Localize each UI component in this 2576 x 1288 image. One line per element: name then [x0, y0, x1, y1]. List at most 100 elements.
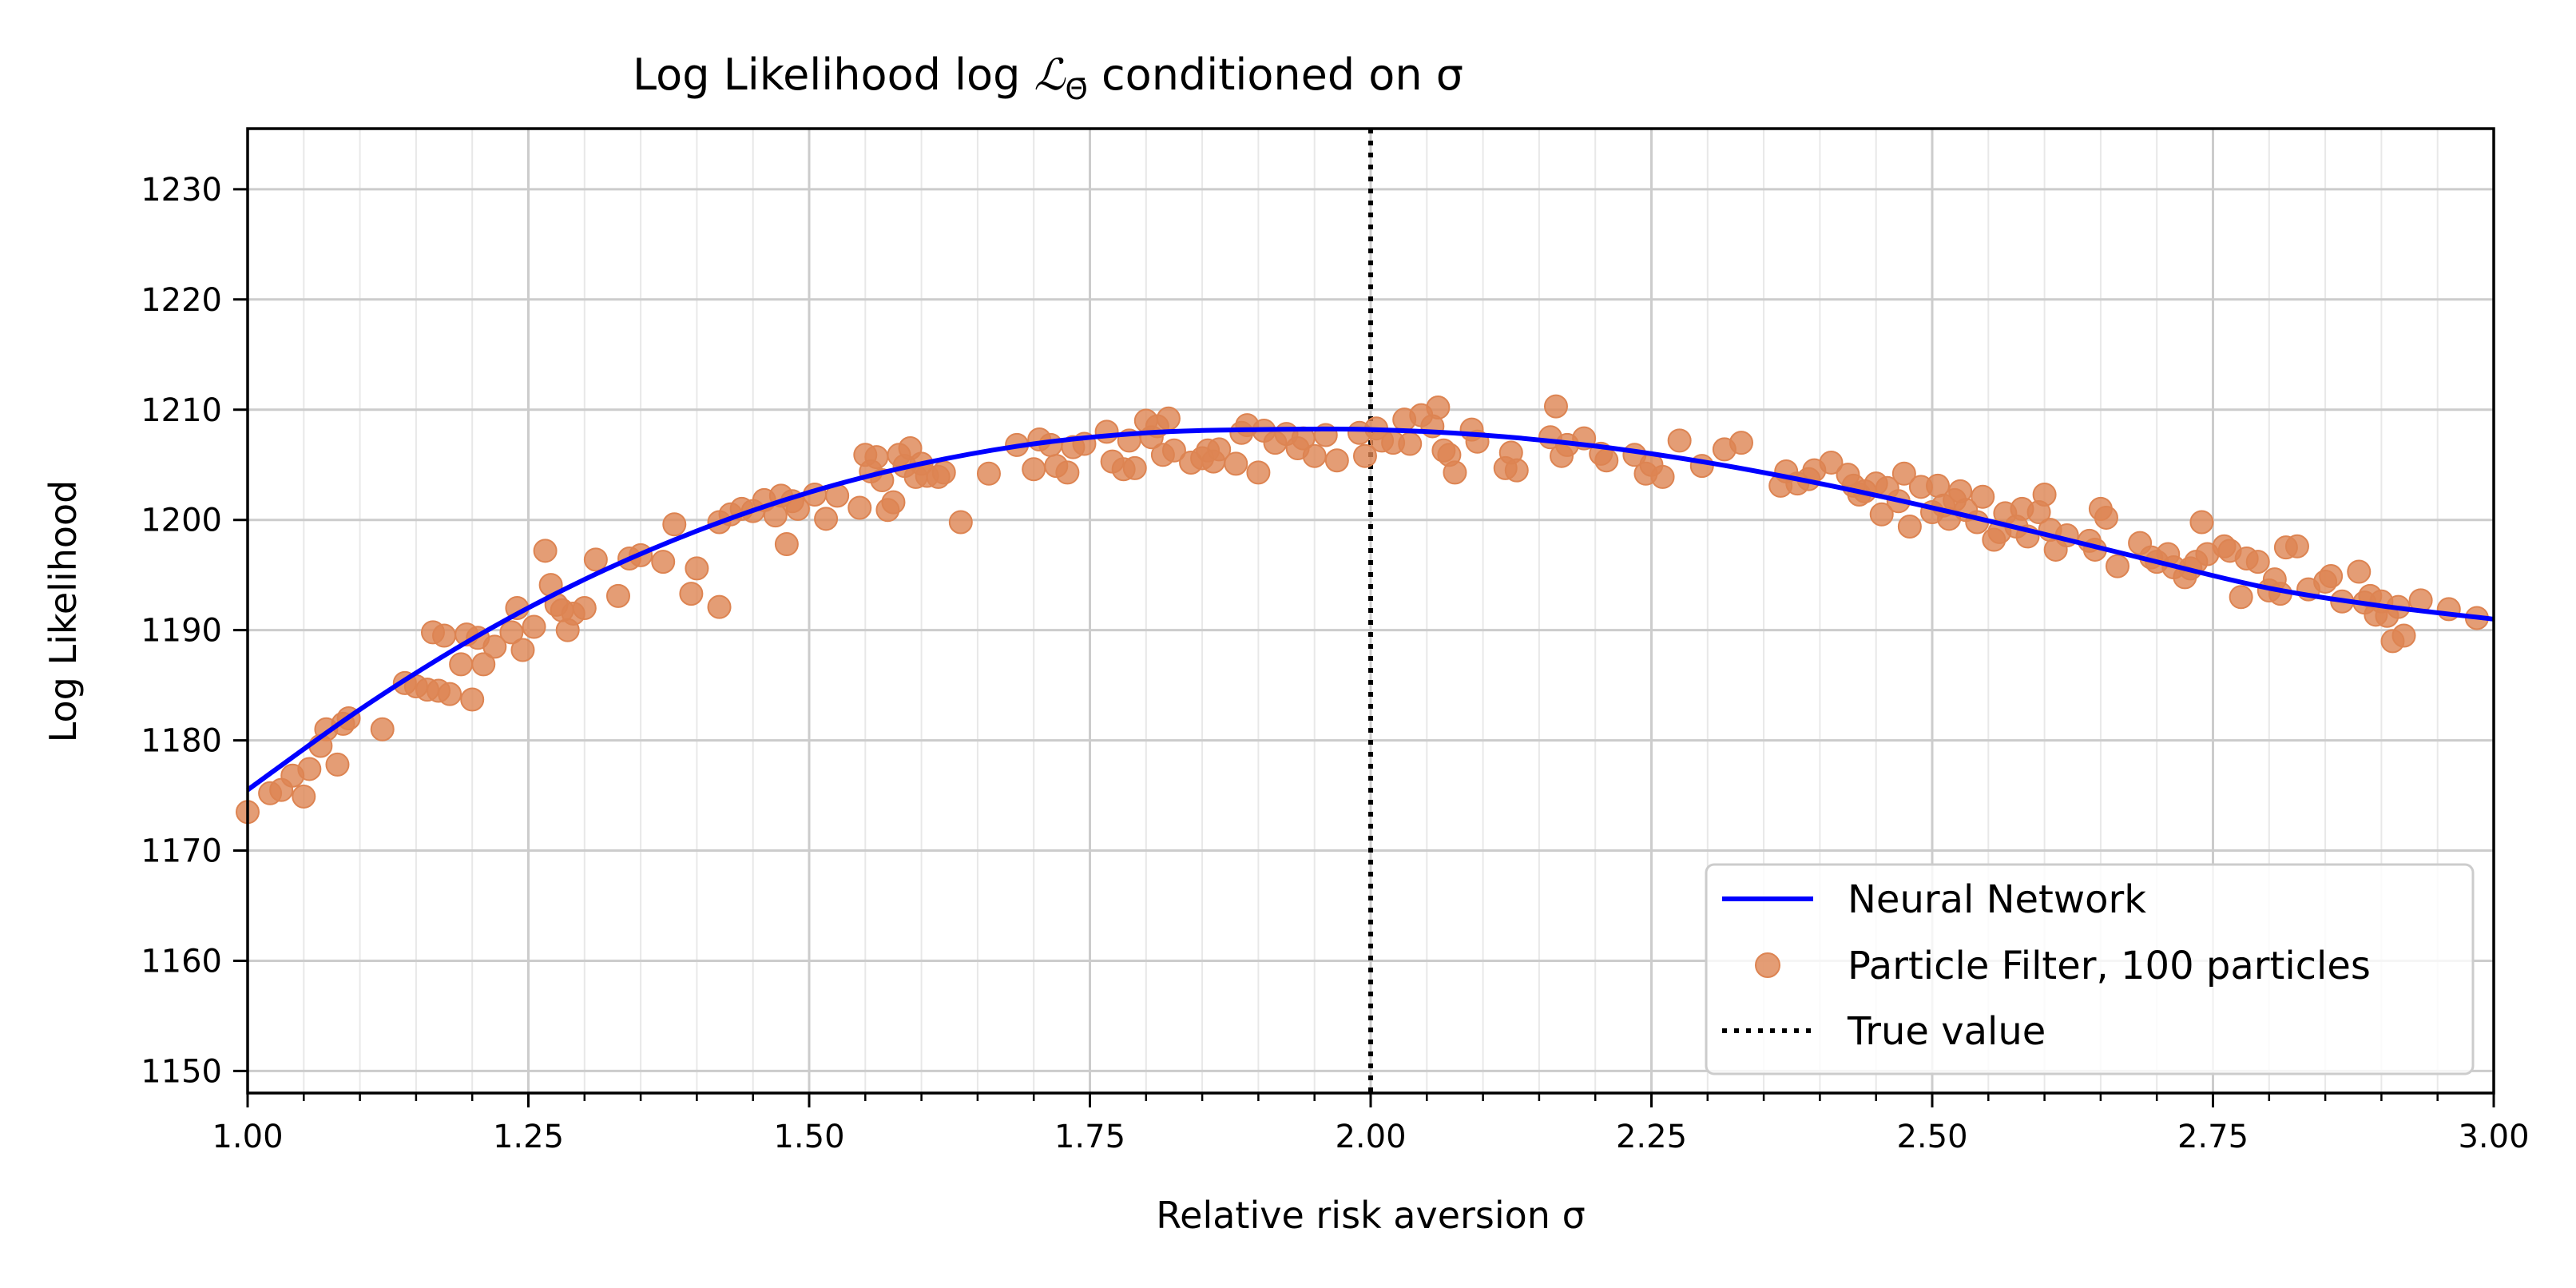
- y-axis-label: Log Likelihood: [42, 480, 85, 743]
- y-tick-label: 1160: [141, 943, 222, 980]
- y-tick-label: 1150: [141, 1053, 222, 1090]
- particle-filter-point: [572, 596, 597, 621]
- particle-filter-point: [881, 490, 906, 515]
- particle-filter-point: [292, 784, 316, 809]
- particle-filter-point: [2189, 510, 2214, 535]
- y-tick-label: 1190: [141, 613, 222, 650]
- x-tick-label: 2.75: [2177, 1119, 2249, 1155]
- particle-filter-point: [1055, 460, 1080, 485]
- particle-filter-point: [297, 757, 322, 781]
- x-tick-label: 1.75: [1054, 1119, 1125, 1155]
- neural-network-line: [246, 426, 2495, 793]
- particle-filter-point: [2284, 534, 2309, 559]
- particle-filter-point: [1869, 502, 1894, 527]
- x-tick-label: 2.00: [1335, 1119, 1406, 1155]
- particle-filter-point: [1224, 451, 1248, 476]
- particle-filter-point: [471, 652, 496, 677]
- y-tick-label: 1200: [141, 503, 222, 539]
- particle-filter-point: [1324, 448, 1349, 473]
- particle-filter-point: [976, 461, 1001, 486]
- particle-filter-point: [438, 682, 462, 706]
- particle-filter-point: [948, 510, 973, 535]
- particle-filter-point: [2245, 550, 2270, 574]
- particle-filter-point: [370, 717, 395, 741]
- particle-filter-point: [1650, 464, 1675, 489]
- line-layer: [246, 426, 2495, 793]
- legend-label-particle-filter: Particle Filter, 100 particles: [1848, 944, 2371, 988]
- particle-filter-point: [1971, 484, 1995, 509]
- legend: Neural Network Particle Filter, 100 part…: [1705, 863, 2475, 1075]
- y-tick-label: 1210: [141, 392, 222, 429]
- particle-filter-point: [460, 687, 485, 712]
- particle-filter-point: [1667, 428, 1692, 453]
- particle-filter-point: [2105, 554, 2129, 578]
- particle-filter-point: [2319, 564, 2344, 589]
- particle-filter-point: [1443, 460, 1467, 485]
- particle-filter-point: [449, 652, 474, 677]
- particle-filter-point: [1543, 394, 1568, 419]
- particle-filter-point: [1897, 514, 1922, 539]
- particle-filter-point: [1246, 460, 1271, 485]
- y-axis-ticks: 1150 1160 1170 1180 1190 1200 1210 1220 1230: [141, 172, 248, 1090]
- legend-label-true-value: True value: [1847, 1009, 2046, 1054]
- particle-filter-point: [2094, 505, 2118, 530]
- x-axis-ticks: 1.00 1.25 1.50 1.75 2.00 2.25 2.50 2.75 3.00: [212, 1093, 2530, 1155]
- y-tick-label: 1180: [141, 723, 222, 760]
- y-tick-label: 1220: [141, 282, 222, 319]
- particle-filter-point: [1302, 443, 1327, 468]
- x-tick-label: 1.25: [493, 1119, 564, 1155]
- particle-filter-point: [1022, 457, 1046, 482]
- particle-filter-point: [864, 445, 889, 470]
- particle-filter-point: [1819, 450, 1844, 475]
- particle-filter-point: [499, 620, 524, 645]
- particle-filter-point: [432, 623, 457, 648]
- particle-filter-point: [1594, 448, 1619, 473]
- particle-filter-point: [1122, 455, 1147, 480]
- scatter-layer: [236, 394, 2489, 825]
- particle-filter-point: [685, 556, 709, 581]
- x-axis-label: Relative risk aversion σ: [1156, 1194, 1586, 1237]
- x-tick-label: 2.25: [1616, 1119, 1687, 1155]
- particle-filter-point: [510, 638, 535, 662]
- particle-filter-point: [2032, 482, 2057, 507]
- x-tick-label: 3.00: [2458, 1119, 2529, 1155]
- particle-filter-point: [1352, 443, 1377, 468]
- particle-filter-point: [325, 752, 350, 777]
- particle-filter-point: [1156, 406, 1181, 431]
- particle-filter-point: [605, 583, 630, 608]
- particle-filter-point: [1207, 437, 1232, 462]
- particle-filter-point: [522, 614, 546, 639]
- particle-filter-point: [662, 512, 687, 537]
- legend-label-neural-network: Neural Network: [1848, 877, 2146, 922]
- particle-filter-point: [651, 550, 676, 574]
- particle-filter-point: [931, 460, 956, 485]
- particle-filter-point: [1729, 431, 1753, 455]
- particle-filter-point: [847, 495, 872, 520]
- particle-filter-point: [774, 532, 799, 557]
- x-tick-label: 1.00: [212, 1119, 283, 1155]
- particle-filter-point: [2391, 623, 2416, 648]
- particle-filter-point: [2229, 585, 2253, 610]
- particle-filter-point: [583, 547, 608, 572]
- particle-filter-point: [1504, 458, 1529, 483]
- particle-filter-point: [679, 582, 704, 606]
- particle-filter-point: [707, 594, 732, 619]
- particle-filter-point: [2347, 559, 2372, 584]
- legend-box: [1705, 863, 2475, 1075]
- particle-filter-point: [1426, 395, 1451, 419]
- particle-filter-point: [1094, 419, 1119, 444]
- x-tick-label: 2.50: [1896, 1119, 1967, 1155]
- particle-filter-point: [1891, 461, 1916, 486]
- particle-filter-point: [533, 539, 558, 563]
- particle-filter-point: [1161, 438, 1186, 463]
- y-tick-label: 1230: [141, 172, 222, 209]
- chart-title: Log Likelihood log ℒΘ̄ conditioned on σ: [633, 50, 1463, 109]
- x-tick-label: 1.50: [773, 1119, 844, 1155]
- y-tick-label: 1170: [141, 833, 222, 870]
- particle-filter-point: [1398, 431, 1423, 456]
- particle-filter-point: [814, 507, 839, 531]
- particle-filter-point: [482, 634, 507, 659]
- legend-marker-swatch: [1755, 952, 1780, 978]
